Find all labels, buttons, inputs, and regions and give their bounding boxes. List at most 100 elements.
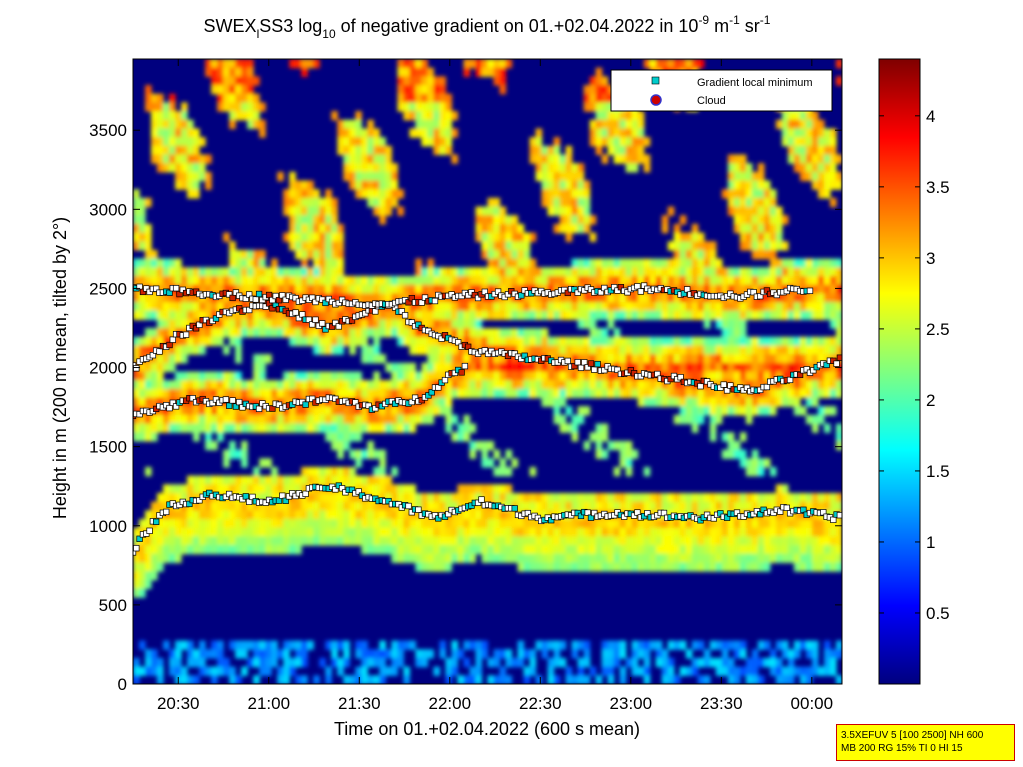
heatmap-cell bbox=[721, 545, 729, 555]
heatmap-cell bbox=[535, 137, 543, 147]
heatmap-cell bbox=[307, 267, 314, 277]
heatmap-cell bbox=[157, 319, 164, 329]
heatmap-cell bbox=[685, 59, 693, 69]
heatmap-cell bbox=[247, 527, 254, 538]
heatmap-cell bbox=[649, 640, 657, 650]
heatmap-cell bbox=[145, 388, 152, 399]
heatmap-cell bbox=[571, 527, 579, 538]
heatmap-cell bbox=[727, 440, 735, 451]
gradient-minimum-marker bbox=[166, 404, 173, 412]
heatmap-cell bbox=[769, 666, 777, 676]
heatmap-cell bbox=[721, 640, 729, 650]
heatmap-cell bbox=[655, 536, 663, 546]
heatmap-cell bbox=[793, 527, 801, 538]
heatmap-cell bbox=[727, 657, 735, 668]
heatmap-cell bbox=[397, 493, 404, 503]
heatmap-cell bbox=[577, 666, 585, 676]
heatmap-cell bbox=[745, 501, 753, 511]
heatmap-cell bbox=[373, 657, 380, 668]
heatmap-cell bbox=[379, 380, 386, 390]
heatmap-cell bbox=[619, 640, 627, 650]
heatmap-cell bbox=[409, 345, 416, 355]
heatmap-cell bbox=[667, 59, 675, 69]
heatmap-cell bbox=[223, 545, 230, 555]
heatmap-cell bbox=[811, 640, 819, 650]
heatmap-cell bbox=[727, 354, 735, 364]
heatmap-cell bbox=[793, 345, 801, 355]
heatmap-cell bbox=[325, 371, 332, 381]
heatmap-cell bbox=[247, 545, 254, 555]
heatmap-cell bbox=[643, 519, 651, 529]
heatmap-cell bbox=[631, 137, 639, 147]
heatmap-cell bbox=[133, 215, 140, 225]
heatmap-cell bbox=[343, 171, 350, 182]
heatmap-cell bbox=[145, 293, 152, 303]
heatmap-cell bbox=[175, 553, 182, 564]
heatmap-cell bbox=[337, 137, 344, 147]
heatmap-cell bbox=[829, 536, 837, 546]
gradient-minimum-marker bbox=[169, 399, 176, 406]
heatmap-cell bbox=[421, 284, 429, 294]
heatmap-cell bbox=[715, 388, 723, 399]
heatmap-cell bbox=[553, 223, 561, 234]
heatmap-cell bbox=[517, 519, 525, 529]
heatmap-cell bbox=[757, 180, 765, 190]
heatmap-cell bbox=[721, 276, 729, 286]
heatmap-cell bbox=[577, 354, 585, 364]
heatmap-cell bbox=[379, 545, 386, 555]
heatmap-cell bbox=[235, 267, 242, 277]
heatmap-cell bbox=[253, 76, 260, 86]
heatmap-cell bbox=[757, 223, 765, 234]
heatmap-cell bbox=[673, 302, 681, 312]
heatmap-cell bbox=[787, 345, 795, 355]
heatmap-cell bbox=[415, 519, 423, 529]
heatmap-cell bbox=[403, 536, 410, 546]
heatmap-cell bbox=[823, 666, 831, 676]
heatmap-cell bbox=[703, 249, 711, 260]
heatmap-cell bbox=[667, 666, 675, 676]
heatmap-cell bbox=[499, 85, 507, 95]
gradient-minimum-marker bbox=[465, 343, 472, 350]
heatmap-cell bbox=[547, 493, 555, 503]
heatmap-cell bbox=[175, 519, 182, 529]
heatmap-cell bbox=[643, 163, 651, 173]
heatmap-cell bbox=[259, 102, 266, 112]
heatmap-cell bbox=[241, 414, 248, 425]
heatmap-cell bbox=[697, 302, 705, 312]
heatmap-cell bbox=[277, 649, 284, 659]
heatmap-cell bbox=[235, 345, 242, 355]
heatmap-cell bbox=[595, 258, 603, 268]
heatmap-cell bbox=[685, 336, 693, 347]
heatmap-cell bbox=[235, 501, 242, 511]
heatmap-cell bbox=[823, 649, 831, 659]
heatmap-cell bbox=[145, 510, 152, 520]
heatmap-cell bbox=[631, 380, 639, 390]
heatmap-cell bbox=[229, 328, 236, 338]
heatmap-cell bbox=[415, 562, 423, 572]
gradient-minimum-marker bbox=[783, 504, 790, 511]
gradient-minimum-marker bbox=[428, 389, 435, 396]
heatmap-cell bbox=[523, 310, 531, 321]
heatmap-cell bbox=[709, 362, 717, 373]
gradient-minimum-marker bbox=[242, 295, 249, 302]
heatmap-cell bbox=[559, 163, 567, 173]
heatmap-cell bbox=[481, 336, 489, 347]
heatmap-cell bbox=[667, 302, 675, 312]
heatmap-cell bbox=[595, 276, 603, 286]
heatmap-cell bbox=[577, 657, 585, 668]
gradient-minimum-marker bbox=[169, 336, 176, 343]
heatmap-cell bbox=[145, 380, 152, 390]
heatmap-cell bbox=[259, 354, 266, 364]
heatmap-cell bbox=[307, 310, 314, 321]
heatmap-cell bbox=[433, 284, 441, 294]
heatmap-cell bbox=[313, 345, 320, 355]
heatmap-cell bbox=[709, 527, 717, 538]
heatmap-cell bbox=[301, 484, 308, 494]
gradient-minimum-marker bbox=[179, 286, 186, 293]
heatmap-cell bbox=[199, 510, 206, 520]
heatmap-cell bbox=[217, 276, 224, 286]
heatmap-cell bbox=[505, 59, 513, 69]
heatmap-cell bbox=[319, 527, 326, 538]
heatmap-cell bbox=[139, 579, 146, 590]
heatmap-cell bbox=[811, 553, 819, 564]
